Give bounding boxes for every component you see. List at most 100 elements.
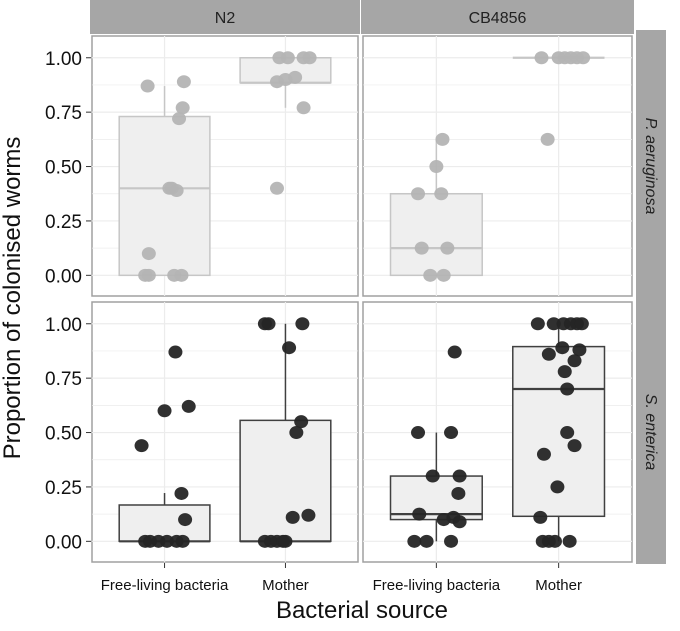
- facet-strip-N2: [90, 0, 360, 34]
- data-point: [176, 75, 191, 89]
- data-point: [560, 426, 575, 440]
- data-point: [567, 439, 582, 453]
- facet-label-row: S. enterica: [642, 394, 659, 471]
- panel-N2-p-aeruginosa: [91, 35, 359, 297]
- data-point: [567, 354, 582, 368]
- data-point: [296, 101, 311, 115]
- y-tick-label: 0.00: [45, 532, 82, 553]
- y-tick-label: 0.75: [45, 369, 82, 390]
- facet-label-CB4856: CB4856: [469, 10, 527, 27]
- facet-strip-CB4856: [361, 0, 634, 34]
- data-point: [557, 365, 572, 379]
- data-point: [576, 51, 591, 65]
- data-point: [547, 534, 562, 548]
- data-point: [302, 51, 317, 65]
- data-point: [429, 160, 444, 174]
- data-point: [434, 187, 449, 201]
- data-point: [282, 341, 297, 355]
- box: [389, 192, 483, 277]
- data-point: [134, 439, 149, 453]
- data-point: [440, 241, 455, 255]
- data-point: [141, 247, 156, 261]
- data-point: [285, 510, 300, 524]
- data-point: [181, 399, 196, 413]
- x-tick-label: Mother: [262, 577, 309, 594]
- data-point: [294, 415, 309, 429]
- facet-strip-row: [636, 296, 666, 564]
- data-point: [278, 534, 293, 548]
- data-point: [269, 181, 284, 195]
- box: [389, 475, 483, 521]
- data-point: [140, 79, 155, 93]
- data-point: [174, 486, 189, 500]
- data-point: [546, 317, 561, 331]
- data-point: [423, 268, 438, 282]
- box: [239, 419, 332, 543]
- data-point: [289, 426, 304, 440]
- panel-CB4856-p-aeruginosa: [362, 35, 633, 297]
- y-tick-label: 0.75: [45, 103, 82, 124]
- data-point: [555, 341, 570, 355]
- data-point: [550, 480, 565, 494]
- data-point: [261, 317, 276, 331]
- data-point: [295, 317, 310, 331]
- data-point: [572, 343, 587, 357]
- x-tick-label: Mother: [535, 577, 582, 594]
- data-point: [280, 51, 295, 65]
- data-point: [536, 447, 551, 461]
- data-point: [562, 534, 577, 548]
- facet-label-N2: N2: [215, 10, 236, 27]
- data-point: [447, 345, 462, 359]
- data-point: [175, 101, 190, 115]
- data-point: [412, 507, 427, 521]
- data-point: [174, 268, 189, 282]
- data-point: [541, 347, 556, 361]
- facet-strip-row: [636, 30, 666, 298]
- x-tick-label: Free-living bacteria: [373, 577, 501, 594]
- y-axis-title: Proportion of colonised worms: [0, 137, 26, 460]
- data-point: [560, 382, 575, 396]
- x-tick-label: Free-living bacteria: [101, 577, 229, 594]
- data-point: [444, 426, 459, 440]
- x-axis-title: Bacterial source: [276, 597, 448, 624]
- data-point: [534, 51, 549, 65]
- data-point: [436, 268, 451, 282]
- y-tick-label: 0.00: [45, 266, 82, 287]
- data-point: [452, 469, 467, 483]
- data-point: [444, 534, 459, 548]
- box: [118, 504, 211, 543]
- data-point: [533, 510, 548, 524]
- data-point: [157, 404, 172, 418]
- data-point: [451, 486, 466, 500]
- y-tick-label: 0.25: [45, 212, 82, 233]
- data-point: [178, 513, 193, 527]
- data-point: [530, 317, 545, 331]
- data-point: [288, 70, 303, 84]
- y-tick-label: 0.25: [45, 478, 82, 499]
- facet-label-row: P. aeruginosa: [642, 118, 659, 215]
- data-point: [419, 534, 434, 548]
- y-tick-label: 1.00: [45, 49, 82, 70]
- data-point: [540, 132, 555, 146]
- data-point: [414, 241, 429, 255]
- y-tick-label: 1.00: [45, 315, 82, 336]
- data-point: [141, 268, 156, 282]
- data-point: [411, 426, 426, 440]
- panel-N2-s-enterica: [91, 301, 359, 563]
- data-point: [175, 534, 190, 548]
- data-point: [411, 187, 426, 201]
- y-tick-label: 0.50: [45, 158, 82, 179]
- data-point: [301, 508, 316, 522]
- data-point: [435, 132, 450, 146]
- data-point: [425, 469, 440, 483]
- y-tick-label: 0.50: [45, 424, 82, 445]
- data-point: [169, 183, 184, 197]
- panel-CB4856-s-enterica: [362, 301, 633, 563]
- box: [118, 115, 211, 277]
- data-point: [168, 345, 183, 359]
- data-point: [172, 112, 187, 126]
- data-point: [407, 534, 422, 548]
- data-point: [574, 317, 589, 331]
